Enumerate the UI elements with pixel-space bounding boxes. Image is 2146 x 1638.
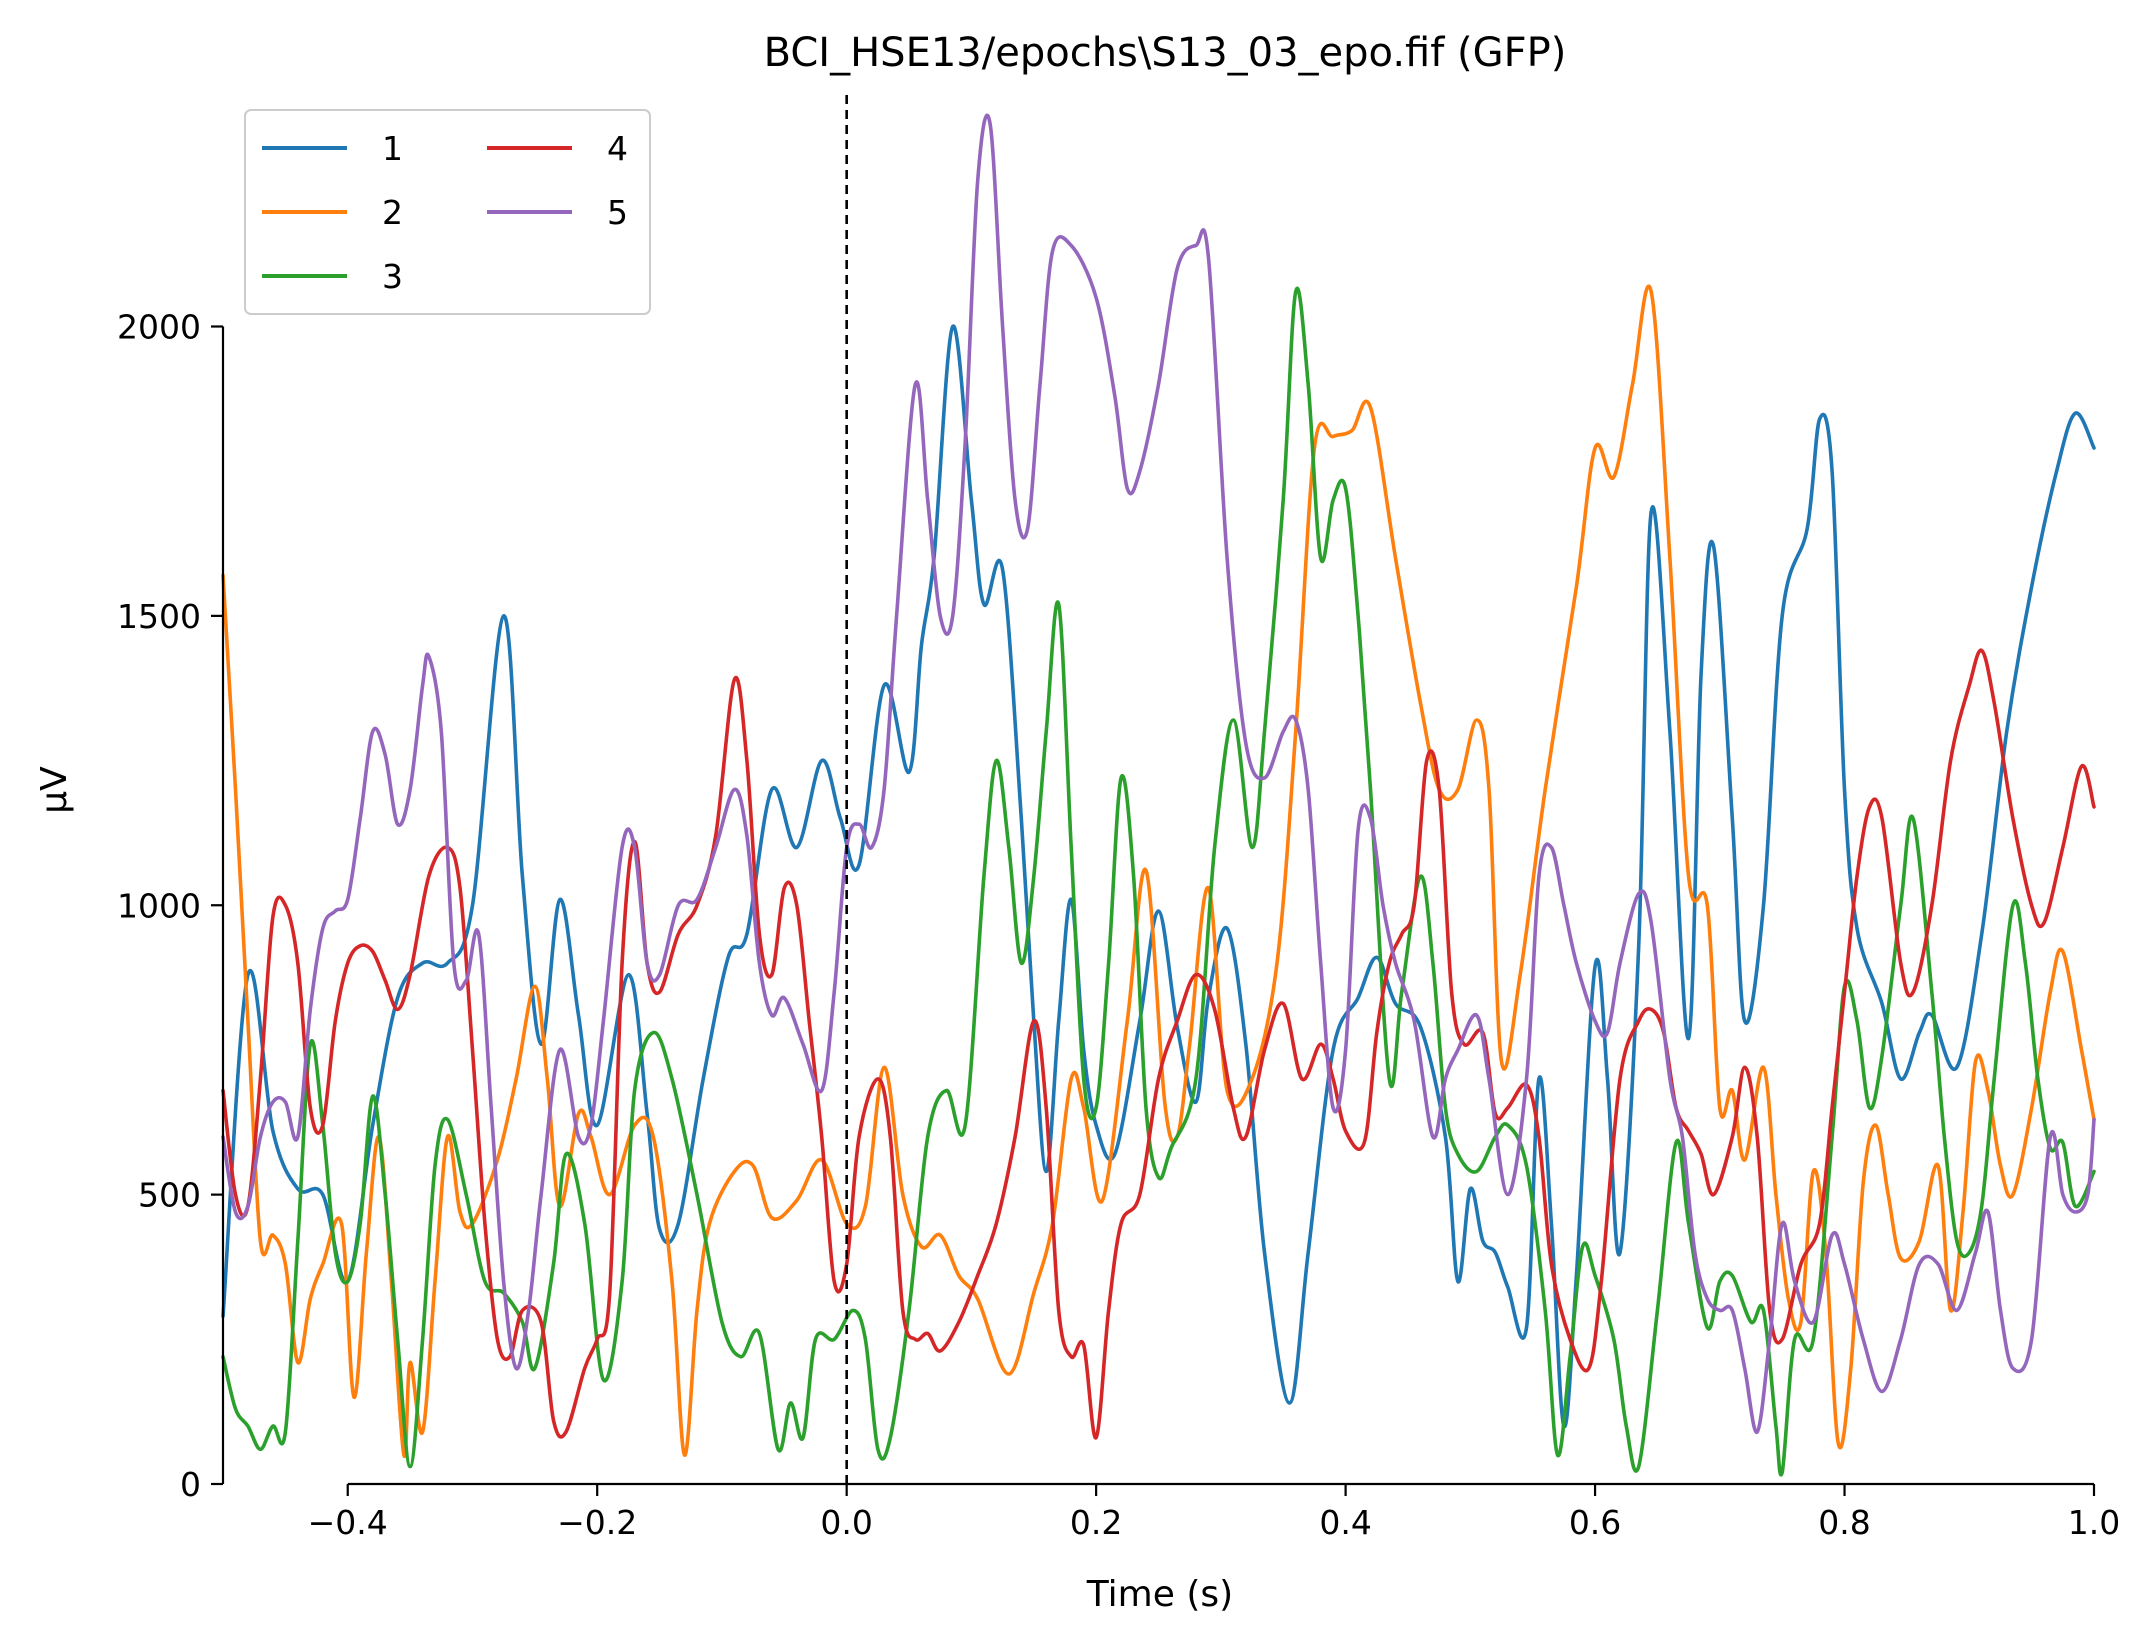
legend-label-2: 2 [382, 193, 403, 232]
legend-box [244, 109, 651, 315]
x-tick-label: −0.2 [557, 1503, 637, 1542]
series-line-5 [221, 113, 2096, 1434]
x-tick-label: 0.6 [1569, 1503, 1621, 1542]
y-axis-label: µV [34, 766, 75, 814]
x-axis-label: Time (s) [1086, 1574, 1233, 1615]
legend-label-3: 3 [382, 257, 403, 296]
x-tick-label: 0.2 [1070, 1503, 1122, 1542]
series-line-2 [221, 284, 2096, 1458]
x-tick-label: 0.0 [820, 1503, 872, 1542]
x-tick-label: −0.4 [308, 1503, 388, 1542]
legend-label-1: 1 [382, 129, 403, 168]
x-tick-label: 0.8 [1818, 1503, 1870, 1542]
y-tick-label: 500 [138, 1176, 201, 1215]
legend: 1 2 3 4 5 [244, 109, 651, 315]
legend-label-5: 5 [607, 193, 628, 232]
series-line-4 [221, 648, 2096, 1440]
y-tick-label: 2000 [117, 308, 201, 347]
chart-title: BCI_HSE13/epochs\S13_03_epo.fif (GFP) [764, 30, 1567, 76]
y-tick-label: 1500 [117, 597, 201, 636]
y-tick-label: 0 [180, 1465, 201, 1504]
x-tick-label: 1.0 [2068, 1503, 2120, 1542]
legend-label-4: 4 [607, 129, 628, 168]
y-tick-label: 1000 [117, 886, 201, 925]
series-line-1 [221, 324, 2096, 1429]
series-layer [221, 113, 2096, 1477]
x-tick-label: 0.4 [1319, 1503, 1371, 1542]
axes-layer: 0 500 1000 1500 2000 −0.4 −0.2 0.0 0.2 0.4 0.6 0.8 1… [117, 308, 2120, 1543]
series-line-3 [221, 286, 2096, 1477]
